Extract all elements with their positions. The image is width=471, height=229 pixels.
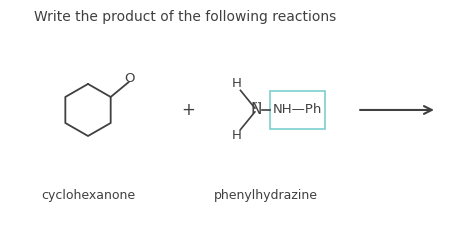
Text: phenylhydrazine: phenylhydrazine — [214, 189, 318, 202]
Text: +: + — [182, 101, 195, 119]
Text: H: H — [232, 129, 241, 142]
Text: H: H — [232, 77, 241, 90]
Text: cyclohexanone: cyclohexanone — [41, 189, 135, 202]
Text: Write the product of the following reactions: Write the product of the following react… — [34, 11, 336, 25]
Text: N̈: N̈ — [251, 102, 262, 117]
Text: NH—Ph: NH—Ph — [273, 103, 322, 116]
Text: O: O — [125, 72, 135, 85]
Bar — [270, 91, 325, 128]
